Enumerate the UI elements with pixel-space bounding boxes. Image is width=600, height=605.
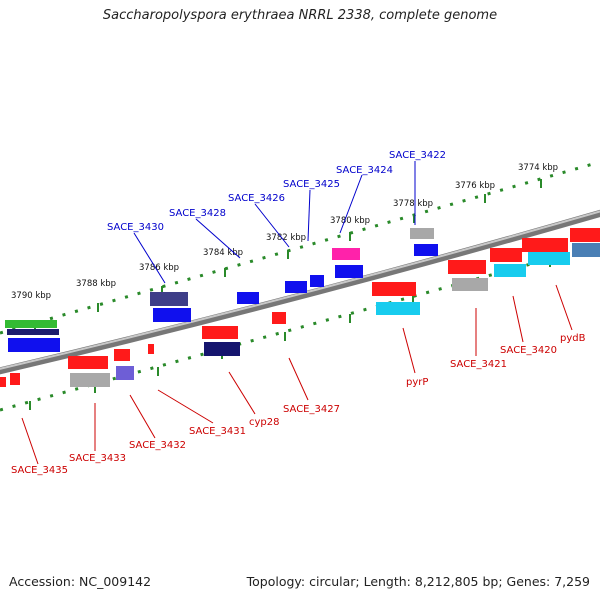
gene-label-forward[interactable]: SACE_3425 [283,179,340,190]
gene-arrow[interactable] [116,366,134,380]
leader-line [254,203,290,248]
genome-backbone [0,209,600,375]
gene-arrow[interactable] [452,278,488,291]
gene-arrow[interactable] [570,228,600,242]
genome-backbone-highlight [0,210,600,370]
gene-label-reverse[interactable]: SACE_3435 [11,465,68,476]
gene-arrow[interactable] [335,265,363,278]
ruler-label: 3776 kbp [455,181,495,191]
gene-label-reverse[interactable]: SACE_3433 [69,453,126,464]
ruler-label: 3784 kbp [203,248,243,258]
leader-line [129,394,156,439]
ruler-label: 3786 kbp [139,263,179,273]
gene-arrow[interactable] [204,342,240,356]
gene-arrow[interactable] [148,344,154,354]
leader-line [228,371,256,415]
gene-arrow[interactable] [150,292,188,306]
leader-line [157,389,214,424]
gene-arrow[interactable] [7,329,59,335]
gene-arrow[interactable] [272,312,286,324]
gene-arrow[interactable] [68,356,108,369]
gene-arrow[interactable] [410,228,434,239]
gene-arrow[interactable] [70,373,110,387]
gene-arrow[interactable] [490,248,522,262]
gene-label-forward[interactable]: SACE_3426 [228,193,285,204]
gene-label-reverse[interactable]: cyp28 [249,417,280,428]
ruler-label: 3788 kbp [76,279,116,289]
gene-arrow[interactable] [202,326,238,339]
gene-arrow[interactable] [153,308,191,322]
gene-arrow[interactable] [528,252,570,265]
gene-label-reverse[interactable]: SACE_3421 [450,359,507,370]
leader-line [339,174,363,234]
gene-label-forward[interactable]: SACE_3430 [107,222,164,233]
gene-arrow[interactable] [10,373,20,385]
gene-label-reverse[interactable]: pydB [560,333,586,344]
ruler-label: 3782 kbp [266,233,306,243]
reverse-strand [0,243,600,387]
leader-line [402,327,416,374]
gene-arrow[interactable] [376,302,420,315]
gene-label-reverse[interactable]: SACE_3431 [189,426,246,437]
forward-strand [5,228,600,352]
gene-label-reverse[interactable]: SACE_3420 [500,345,557,356]
leader-line [288,357,309,401]
gene-arrow[interactable] [522,238,568,252]
gene-label-forward[interactable]: SACE_3424 [336,165,393,176]
gene-arrow[interactable] [5,320,57,328]
gene-label-reverse[interactable]: SACE_3427 [283,404,340,415]
gene-label-reverse[interactable]: pyrP [406,377,428,388]
leader-line [512,295,524,343]
leader-line [555,284,573,331]
ruler-label: 3780 kbp [330,216,370,226]
gene-arrow[interactable] [237,292,259,304]
gene-arrow[interactable] [414,244,438,256]
leader-line [195,218,241,259]
genome-summary-text: Topology: circular; Length: 8,212,805 bp… [246,574,590,589]
map-title: Saccharopolyspora erythraea NRRL 2338, c… [102,8,498,23]
gene-label-forward[interactable]: SACE_3422 [389,150,446,161]
gene-arrow[interactable] [114,349,130,361]
gene-arrow[interactable] [0,377,6,387]
accession-text: Accession: NC_009142 [9,574,152,589]
ruler-label: 3790 kbp [11,291,51,301]
leader-line [21,417,39,465]
gene-label-forward[interactable]: SACE_3428 [169,208,226,219]
gene-arrow[interactable] [494,264,526,277]
gene-arrow[interactable] [372,282,416,296]
gene-arrow[interactable] [310,275,324,287]
gene-arrow[interactable] [332,248,360,260]
ruler-label: 3774 kbp [518,163,558,173]
leader-line [307,189,311,242]
leader-line [133,232,166,284]
gene-arrow[interactable] [448,260,486,274]
gene-arrow[interactable] [8,338,60,352]
gene-label-reverse[interactable]: SACE_3432 [129,440,186,451]
gene-arrow[interactable] [572,243,600,257]
gene-arrow[interactable] [285,281,307,293]
ruler-label: 3778 kbp [393,199,433,209]
